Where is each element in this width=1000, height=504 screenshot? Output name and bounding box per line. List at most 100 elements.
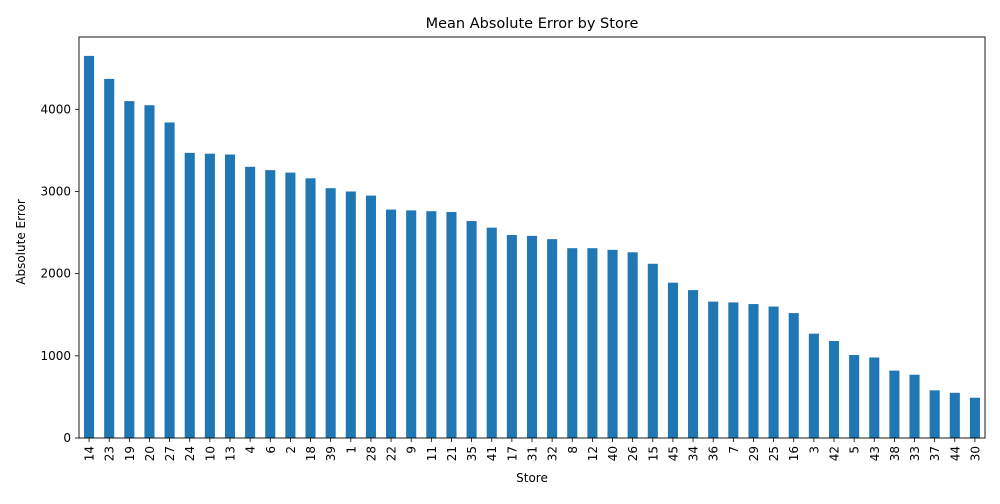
bar-store-13 xyxy=(224,154,236,438)
chart-title: Mean Absolute Error by Store xyxy=(426,16,639,32)
bar-store-34 xyxy=(688,290,699,438)
x-tick-label: 8 xyxy=(566,446,580,454)
x-tick-label: 34 xyxy=(687,446,701,461)
x-axis-label: Store xyxy=(516,471,548,485)
x-tick-label: 23 xyxy=(103,446,117,461)
x-tick-label: 3 xyxy=(807,446,821,454)
bar-store-14 xyxy=(84,55,95,438)
bar-store-15 xyxy=(647,263,658,438)
y-tick-label: 2000 xyxy=(40,267,71,281)
bar-store-44 xyxy=(949,392,960,438)
x-axis-ticks: 14 23 19 20 27 24 10 13 4 6 2 18 39 1 28 22 9 11 21 35 41 17 3… xyxy=(83,438,982,461)
bar-store-12 xyxy=(587,248,598,438)
x-tick-label: 16 xyxy=(787,446,801,461)
x-tick-label: 18 xyxy=(304,446,318,461)
bar-store-24 xyxy=(184,152,195,438)
x-tick-label: 11 xyxy=(425,446,439,461)
bar-store-4 xyxy=(245,166,256,438)
x-tick-label: 27 xyxy=(163,446,177,461)
bar-store-33 xyxy=(909,374,920,438)
bar-store-7 xyxy=(728,302,739,438)
y-tick-label: 4000 xyxy=(40,102,71,116)
x-tick-label: 21 xyxy=(445,446,459,461)
y-tick-label: 1000 xyxy=(40,349,71,363)
x-tick-label: 30 xyxy=(968,446,982,461)
bar-store-39 xyxy=(325,188,336,438)
bar-store-1 xyxy=(345,191,356,438)
bar-store-23 xyxy=(104,78,115,439)
bar-store-42 xyxy=(828,341,840,438)
bar-store-40 xyxy=(607,249,618,438)
x-tick-label: 14 xyxy=(83,446,97,461)
plot-frame xyxy=(78,36,986,439)
x-tick-label: 20 xyxy=(143,446,157,461)
y-tick-label: 0 xyxy=(63,431,71,445)
x-tick-label: 37 xyxy=(928,446,942,461)
x-tick-label: 19 xyxy=(123,446,137,461)
x-tick-label: 26 xyxy=(626,446,640,461)
x-tick-label: 45 xyxy=(666,446,680,461)
bar-store-28 xyxy=(365,195,376,438)
x-tick-label: 10 xyxy=(203,446,217,461)
bar-store-17 xyxy=(506,235,517,438)
x-tick-label: 33 xyxy=(908,446,922,461)
x-tick-label: 15 xyxy=(646,446,660,461)
bar-store-32 xyxy=(547,239,558,438)
x-tick-label: 39 xyxy=(324,446,338,461)
x-tick-label: 4 xyxy=(244,446,258,454)
x-tick-label: 2 xyxy=(284,446,298,454)
bar-store-31 xyxy=(526,235,538,438)
x-tick-label: 9 xyxy=(405,446,419,454)
bar-store-36 xyxy=(708,301,719,438)
bar-store-38 xyxy=(889,370,900,438)
x-tick-label: 32 xyxy=(546,446,560,461)
x-tick-label: 5 xyxy=(848,446,862,454)
x-tick-label: 17 xyxy=(505,446,519,461)
x-tick-label: 31 xyxy=(526,446,540,461)
x-tick-label: 22 xyxy=(385,446,399,461)
bar-store-19 xyxy=(124,101,135,438)
bar-store-41 xyxy=(486,227,497,438)
x-tick-label: 13 xyxy=(224,446,238,461)
x-tick-label: 35 xyxy=(465,446,479,461)
bar-store-21 xyxy=(446,212,457,438)
bar-store-35 xyxy=(466,221,477,438)
bar-store-45 xyxy=(667,282,678,438)
bar-store-30 xyxy=(969,397,980,438)
bar-store-25 xyxy=(768,306,779,438)
x-tick-label: 41 xyxy=(485,446,499,461)
x-tick-label: 28 xyxy=(364,446,378,461)
bar-store-11 xyxy=(426,211,437,438)
x-tick-label: 42 xyxy=(828,446,842,461)
bar-store-5 xyxy=(849,355,860,438)
bar-store-37 xyxy=(929,390,940,438)
bar-store-22 xyxy=(386,209,397,438)
bar-store-6 xyxy=(265,170,276,439)
x-tick-label: 44 xyxy=(948,446,962,461)
x-tick-label: 1 xyxy=(344,446,358,454)
y-axis-label: Absolute Error xyxy=(14,199,28,285)
x-tick-label: 43 xyxy=(868,446,882,461)
bar-store-2 xyxy=(285,172,296,438)
y-axis-ticks: 0 1000 2000 3000 4000 xyxy=(40,102,79,445)
x-tick-label: 7 xyxy=(727,446,741,454)
bar-store-8 xyxy=(567,248,578,438)
bar-store-10 xyxy=(204,153,215,438)
y-tick-label: 3000 xyxy=(40,184,71,198)
x-tick-label: 12 xyxy=(586,446,600,461)
x-tick-label: 6 xyxy=(264,446,278,454)
bar-store-26 xyxy=(627,252,638,438)
bar-store-16 xyxy=(788,313,799,438)
x-tick-label: 40 xyxy=(606,446,620,461)
bar-store-20 xyxy=(144,105,155,438)
x-tick-label: 36 xyxy=(707,446,721,461)
x-tick-label: 25 xyxy=(767,446,781,461)
x-tick-label: 24 xyxy=(183,446,197,461)
bar-store-27 xyxy=(164,122,175,438)
x-tick-label: 29 xyxy=(747,446,761,461)
bar-store-43 xyxy=(869,357,880,438)
bar-store-9 xyxy=(406,210,417,438)
bar-store-29 xyxy=(748,304,759,438)
